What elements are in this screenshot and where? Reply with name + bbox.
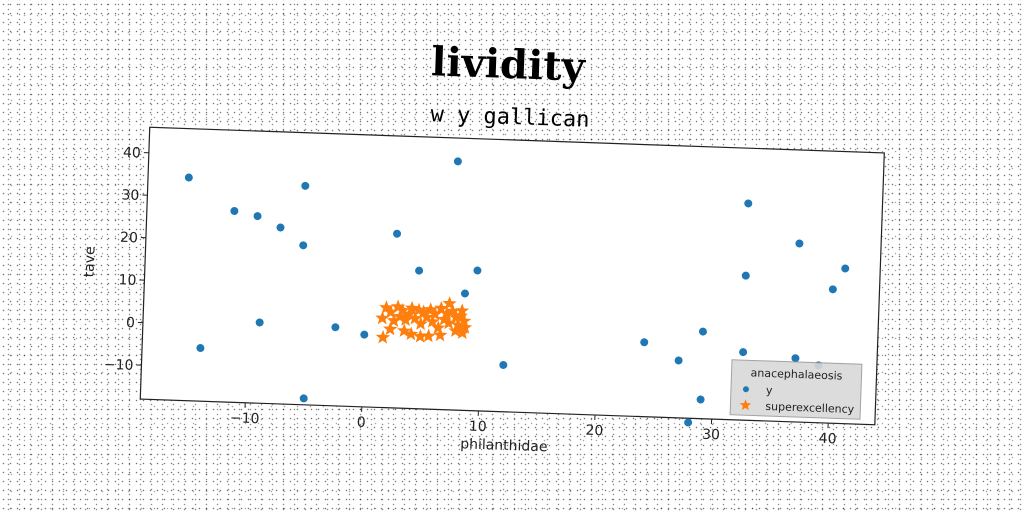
data-point-superexcellency xyxy=(456,313,472,328)
data-point-superexcellency xyxy=(423,302,438,316)
plot-frame xyxy=(139,126,885,426)
data-point-y xyxy=(499,361,508,370)
legend-label-y: y xyxy=(766,384,773,397)
data-marks xyxy=(184,157,850,427)
data-point-y xyxy=(415,266,424,275)
data-point-superexcellency xyxy=(390,299,406,314)
x-tick-label: 40 xyxy=(818,431,836,448)
data-point-y xyxy=(331,323,340,332)
data-point-y xyxy=(744,199,753,208)
axis-ticks: −10 0 10 20 30 40 −10 0 10 20 30 40 xyxy=(104,145,837,448)
data-point-superexcellency xyxy=(413,316,428,331)
data-point-superexcellency xyxy=(375,310,390,325)
y-tick-label: −10 xyxy=(104,357,134,374)
data-point-superexcellency xyxy=(421,328,436,343)
legend-title: anacephalaeosis xyxy=(750,366,842,382)
data-point-superexcellency xyxy=(413,329,428,343)
data-point-superexcellency xyxy=(425,314,440,328)
x-tick-label: 10 xyxy=(469,419,487,436)
x-axis-label: philanthidae xyxy=(460,436,548,455)
legend-entry-superexcellency: superexcellency xyxy=(739,399,855,416)
data-point-y xyxy=(255,318,264,327)
data-point-superexcellency xyxy=(419,309,434,324)
data-point-y xyxy=(276,223,285,232)
data-point-superexcellency xyxy=(427,306,443,321)
data-point-y xyxy=(230,207,239,216)
data-point-superexcellency xyxy=(442,296,457,310)
data-point-y xyxy=(674,356,683,365)
data-point-superexcellency xyxy=(392,309,408,323)
data-point-y xyxy=(460,289,469,298)
plot-area: −10 0 10 20 30 40 −10 0 10 20 30 40 philanthidae an… xyxy=(104,126,885,455)
y-tick-label: 0 xyxy=(126,315,135,331)
y-axis-label: tave xyxy=(81,246,98,278)
legend-box xyxy=(729,359,863,420)
data-point-superexcellency xyxy=(383,321,398,336)
legend: anacephalaeosis y superexcellency xyxy=(729,359,863,420)
data-point-y xyxy=(393,229,402,238)
legend-label-superexcellency: superexcellency xyxy=(765,400,855,416)
y-tick-label: 20 xyxy=(120,230,138,247)
y-tick-label: 30 xyxy=(121,187,139,204)
data-point-superexcellency xyxy=(408,311,423,325)
data-point-superexcellency xyxy=(448,323,463,338)
data-point-superexcellency xyxy=(375,329,391,344)
data-point-y xyxy=(301,181,310,190)
y-tick-label: 40 xyxy=(123,145,141,162)
legend-marker-y xyxy=(742,386,749,393)
chart-subtitle: w y gallican xyxy=(430,102,590,133)
data-point-superexcellency xyxy=(433,327,448,342)
data-point-y xyxy=(299,241,308,250)
data-point-y xyxy=(196,344,205,353)
data-point-y xyxy=(299,394,308,403)
data-point-superexcellency xyxy=(448,309,464,324)
data-point-y xyxy=(828,285,837,294)
data-point-superexcellency xyxy=(383,304,399,319)
data-point-superexcellency xyxy=(404,300,420,315)
data-point-superexcellency xyxy=(455,303,470,318)
data-point-y xyxy=(684,418,693,427)
data-point-superexcellency xyxy=(434,300,449,315)
data-point-y xyxy=(453,157,462,166)
data-point-superexcellency xyxy=(431,320,446,335)
y-tick-label: 10 xyxy=(118,272,136,289)
data-point-superexcellency xyxy=(397,323,412,338)
data-point-y xyxy=(473,266,482,275)
data-point-superexcellency xyxy=(395,303,410,317)
x-tick-label: −10 xyxy=(230,410,260,427)
data-point-y xyxy=(253,212,262,221)
chart-title: lividity xyxy=(430,38,587,90)
data-point-superexcellency xyxy=(379,300,394,314)
data-point-superexcellency xyxy=(455,325,470,340)
data-point-y xyxy=(739,348,748,357)
data-point-y xyxy=(698,327,707,336)
x-tick-label: 0 xyxy=(357,415,366,431)
legend-marker-superexcellency xyxy=(739,399,752,411)
legend-entry-y: y xyxy=(742,384,773,397)
data-point-superexcellency xyxy=(439,306,455,320)
data-point-y xyxy=(696,395,705,404)
data-point-y xyxy=(184,173,193,182)
data-point-superexcellency xyxy=(402,306,417,321)
data-point-y xyxy=(640,338,649,347)
data-point-y xyxy=(360,330,369,339)
data-point-superexcellency xyxy=(441,315,456,330)
data-point-y xyxy=(741,271,750,280)
data-point-superexcellency xyxy=(403,326,419,341)
data-point-y xyxy=(841,264,850,273)
data-point-superexcellency xyxy=(445,303,460,318)
x-tick-label: 20 xyxy=(585,423,603,440)
data-point-superexcellency xyxy=(437,312,452,326)
data-point-y xyxy=(791,354,800,363)
x-tick-label: 30 xyxy=(702,427,720,444)
data-point-y xyxy=(795,239,804,248)
